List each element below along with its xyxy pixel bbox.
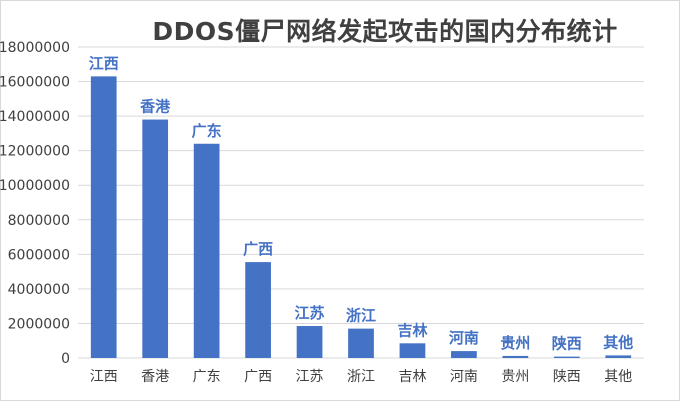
x-tick-label: 浙江	[347, 369, 375, 385]
bar[interactable]	[502, 355, 529, 358]
data-label: 河南	[449, 329, 479, 347]
y-tick-label: 16000000	[0, 75, 70, 91]
x-tick-label: 江西	[90, 369, 118, 385]
bar[interactable]	[245, 262, 271, 358]
y-tick-label: 10000000	[0, 178, 70, 194]
y-tick-label: 12000000	[0, 144, 70, 160]
x-tick-label: 其他	[604, 369, 632, 385]
x-tick-label: 吉林	[398, 369, 426, 385]
bar[interactable]	[193, 143, 220, 358]
data-label: 广东	[192, 122, 222, 140]
y-tick-label: 2000000	[8, 316, 70, 332]
x-tick-label: 广西	[244, 369, 272, 385]
x-tick-label: 香港	[141, 369, 169, 385]
data-label: 香港	[140, 98, 171, 116]
x-tick-label: 贵州	[501, 369, 529, 385]
data-label: 陕西	[552, 335, 582, 353]
bar[interactable]	[553, 356, 580, 358]
bar[interactable]	[90, 76, 117, 358]
y-tick-label: 0	[61, 351, 70, 367]
y-tick-label: 4000000	[8, 282, 70, 298]
data-label: 江西	[89, 54, 119, 72]
data-label: 其他	[603, 333, 633, 351]
bar[interactable]	[142, 119, 169, 358]
y-tick-label: 18000000	[0, 40, 70, 56]
data-label: 广西	[243, 240, 273, 258]
bar[interactable]	[348, 328, 374, 358]
data-label: 浙江	[346, 307, 376, 325]
data-label: 贵州	[500, 334, 530, 352]
bar[interactable]	[605, 355, 632, 358]
y-tick-label: 6000000	[8, 247, 70, 263]
data-label: 吉林	[397, 321, 428, 339]
x-tick-label: 江苏	[296, 369, 324, 385]
data-label: 江苏	[295, 304, 325, 322]
chart-title: DDOS僵尸网络发起攻击的国内分布统计	[152, 17, 618, 46]
x-tick-label: 河南	[450, 369, 478, 385]
x-tick-label: 陕西	[553, 369, 581, 385]
bar[interactable]	[399, 343, 426, 358]
x-tick-label: 广东	[193, 369, 221, 385]
bar[interactable]	[451, 351, 477, 358]
bar[interactable]	[296, 326, 323, 358]
y-tick-label: 14000000	[0, 109, 70, 125]
y-tick-label: 8000000	[8, 213, 70, 229]
